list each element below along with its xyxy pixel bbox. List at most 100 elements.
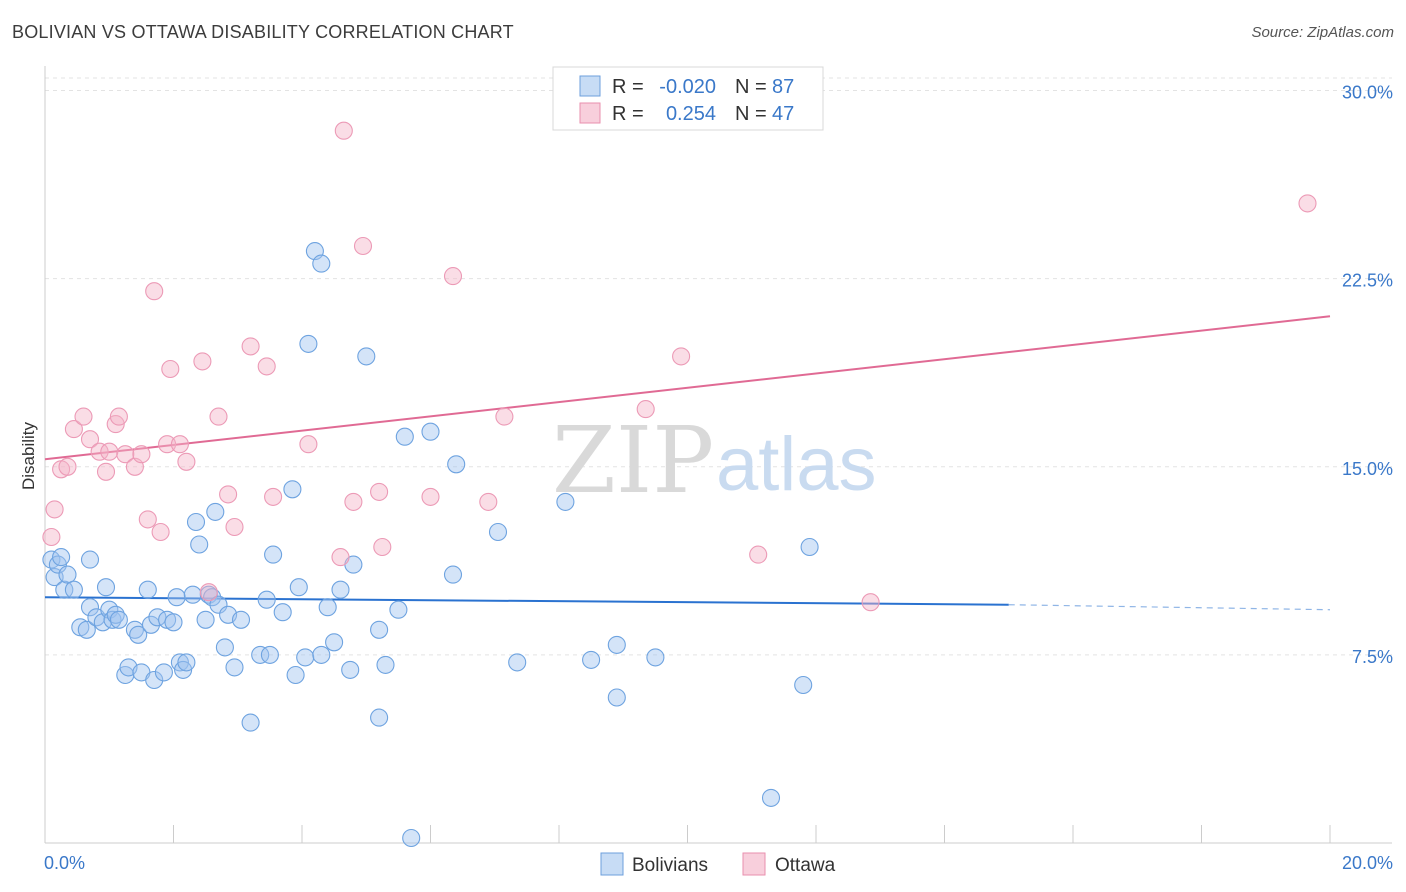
watermark-atlas: atlas: [716, 422, 877, 507]
ottawa-point-16: [145, 282, 164, 301]
ottawa-point-35: [370, 482, 389, 501]
bolivians-point-55: [296, 648, 315, 667]
bolivians-point-80: [607, 635, 626, 654]
ottawa-point-36: [373, 537, 392, 557]
bolivians-point-25: [145, 670, 164, 690]
ottawa-point-33: [344, 492, 363, 511]
y-tick-label-2: 22.5%: [1342, 271, 1393, 291]
bolivians-point-24: [141, 615, 161, 634]
bolivians-point-34: [183, 585, 202, 604]
bolivians-point-3: [52, 548, 71, 567]
legend-r-value-1: -0.020: [659, 76, 716, 98]
ottawa-point-30: [299, 435, 318, 454]
bolivians-point-84: [800, 537, 819, 557]
x-tick-label-0: 0.0%: [44, 853, 85, 873]
ottawa-point-23: [199, 583, 218, 602]
bolivians-point-53: [286, 665, 305, 685]
ottawa-point-7: [90, 442, 109, 461]
bolivians-point-82: [761, 788, 781, 807]
bolivians-point-47: [251, 645, 270, 664]
bolivians-point-69: [389, 600, 408, 619]
ottawa-point-27: [241, 337, 260, 356]
bolivians-point-23: [138, 580, 157, 599]
bolivians-point-56: [299, 334, 318, 353]
bolivians-point-21: [129, 625, 148, 644]
bolivians-point-10: [80, 598, 100, 617]
legend-swatch-ottawa: [579, 102, 601, 124]
bolivians-point-7: [80, 550, 100, 569]
bolivians-point-49: [260, 645, 279, 664]
ottawa-point-6: [80, 430, 100, 449]
bolivians-point-68: [376, 655, 395, 674]
ottawa-point-11: [109, 407, 128, 426]
bolivians-point-77: [556, 492, 575, 511]
bolivians-point-33: [177, 653, 196, 672]
bolivians-point-78: [582, 650, 601, 669]
bolivians-point-6: [64, 580, 83, 599]
ottawa-point-9: [100, 442, 119, 461]
legend-n-value-1: 87: [772, 76, 794, 98]
bolivians-point-83: [794, 675, 813, 695]
ottawa-point-37: [421, 487, 440, 506]
legend-r-label-1: R =: [612, 76, 644, 98]
ottawa-point-3: [58, 457, 77, 476]
bolivians-point-59: [312, 645, 331, 664]
bolivians-point-61: [325, 633, 344, 652]
bolivians-point-65: [357, 347, 376, 366]
bolivians-point-79: [607, 688, 626, 707]
bolivians-point-52: [283, 480, 302, 499]
bolivians-point-50: [264, 545, 283, 564]
ottawa-point-8: [96, 462, 116, 481]
bolivians-point-20: [125, 620, 144, 639]
legend-n-label-1: N =: [735, 76, 767, 98]
x-tick-label-1: 20.0%: [1342, 853, 1393, 873]
bolivians-point-9: [77, 620, 96, 639]
bolivians-point-67: [370, 620, 389, 639]
bolivians-point-40: [206, 502, 225, 521]
chart-title: BOLIVIAN VS OTTAWA DISABILITY CORRELATIO…: [12, 22, 514, 42]
bolivians-point-35: [186, 512, 206, 532]
ottawa-point-42: [636, 400, 655, 419]
ottawa-point-5: [74, 407, 93, 426]
ottawa-point-39: [479, 492, 498, 511]
bolivians-point-45: [231, 610, 251, 629]
bolivians-point-4: [55, 580, 74, 599]
bolivians-point-48: [257, 590, 276, 609]
legend-r-value-2: 0.254: [666, 103, 716, 125]
bolivians-point-46: [241, 713, 260, 732]
axes: [44, 66, 1392, 844]
ottawa-point-46: [1298, 194, 1317, 213]
y-tick-label-1: 15.0%: [1342, 459, 1393, 479]
bolivians-point-71: [402, 828, 421, 848]
ottawa-point-12: [116, 445, 135, 464]
ottawa-point-44: [749, 545, 768, 564]
source-label: Source: ZipAtlas.com: [1251, 24, 1394, 41]
ottawa-point-43: [672, 347, 691, 366]
ottawa-point-31: [331, 548, 350, 567]
bolivians-point-41: [209, 595, 228, 614]
bolivians-point-39: [203, 588, 222, 607]
bolivians-point-42: [215, 638, 234, 657]
bolivians-point-29: [164, 613, 183, 632]
legend-n-value-2: 47: [772, 103, 794, 125]
bolivians-point-72: [421, 422, 440, 441]
x-tick-labels: 0.0% 20.0%: [44, 853, 1393, 873]
ottawa-point-15: [138, 510, 157, 529]
bolivians-point-44: [225, 658, 244, 677]
legend-swatch-bolivians: [579, 75, 601, 97]
bolivians-point-54: [289, 578, 308, 597]
bolivians-point-70: [395, 427, 414, 446]
ottawa-point-1: [45, 500, 64, 519]
ottawa-point-17: [151, 522, 170, 542]
ottawa-point-22: [193, 352, 212, 371]
bolivians-point-58: [312, 254, 331, 273]
bolivians-point-73: [443, 565, 463, 584]
ottawa-point-0: [42, 527, 61, 547]
ottawa-point-45: [861, 593, 880, 612]
ottawa-point-19: [161, 359, 180, 379]
ottawa-point-21: [177, 452, 196, 471]
bolivians-point-76: [508, 653, 527, 672]
legend-r-label-2: R =: [612, 103, 644, 125]
ottawa-point-26: [225, 517, 244, 537]
bolivians-point-27: [154, 663, 173, 682]
